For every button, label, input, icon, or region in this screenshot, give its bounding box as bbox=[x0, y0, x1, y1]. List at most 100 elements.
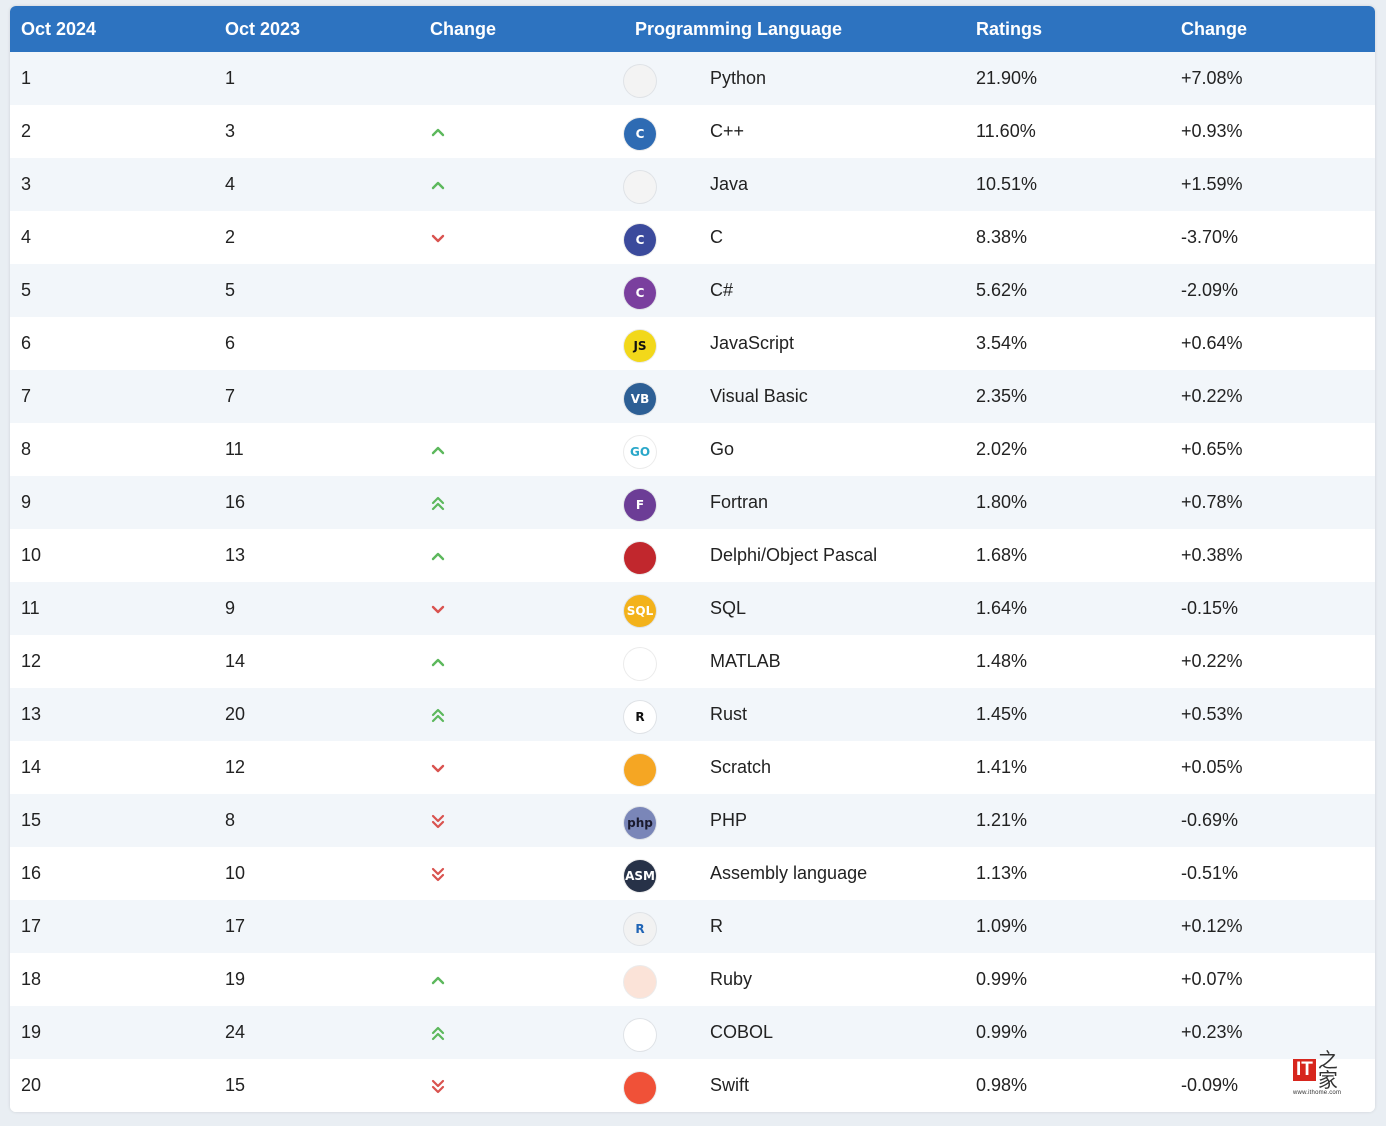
rating-value: 1.45% bbox=[976, 704, 1028, 724]
rating-change: +0.12% bbox=[1181, 916, 1243, 936]
arrow-up-icon bbox=[431, 659, 445, 667]
language-name[interactable]: Swift bbox=[710, 1075, 750, 1095]
double-arrow-up-icon bbox=[431, 497, 445, 511]
arrow-down-icon bbox=[431, 606, 445, 614]
rating-change: +1.59% bbox=[1181, 174, 1243, 194]
rank-change bbox=[419, 52, 624, 105]
ithome-logo: IT 之家 bbox=[1293, 1050, 1353, 1090]
c-icon: C bbox=[624, 223, 656, 256]
table-row: 19 24 COBOL 0.99% +0.23% bbox=[10, 1006, 1375, 1059]
header-change[interactable]: Change bbox=[430, 18, 497, 39]
language-name[interactable]: SQL bbox=[710, 598, 747, 618]
language-logo-cell bbox=[624, 953, 699, 1006]
language-name[interactable]: Ruby bbox=[710, 969, 753, 989]
header-programming-language[interactable]: Programming Language bbox=[635, 18, 843, 39]
rating-value: 1.41% bbox=[976, 757, 1028, 777]
csharp-icon: C bbox=[624, 276, 656, 309]
language-name[interactable]: COBOL bbox=[710, 1022, 774, 1042]
assembly-icon: ASM bbox=[624, 859, 656, 892]
language-name[interactable]: Scratch bbox=[710, 757, 772, 777]
language-logo-cell bbox=[624, 52, 699, 105]
rating-value: 1.13% bbox=[976, 863, 1028, 883]
language-name[interactable]: C++ bbox=[710, 121, 745, 141]
rank-change bbox=[419, 1006, 624, 1059]
javascript-icon: JS bbox=[624, 329, 656, 362]
rating-change: +0.65% bbox=[1181, 439, 1243, 459]
rank-previous: 2 bbox=[225, 227, 236, 247]
table-row: 20 15 Swift 0.98% -0.09% bbox=[10, 1059, 1375, 1112]
rank-change bbox=[419, 158, 624, 211]
language-logo-cell: VB bbox=[624, 370, 699, 423]
language-name[interactable]: Visual Basic bbox=[710, 386, 808, 406]
rating-value: 10.51% bbox=[976, 174, 1038, 194]
language-name[interactable]: MATLAB bbox=[710, 651, 781, 671]
rank-change bbox=[419, 1059, 624, 1112]
rank-previous: 24 bbox=[225, 1022, 246, 1042]
rating-change: +0.93% bbox=[1181, 121, 1243, 141]
language-name[interactable]: C# bbox=[710, 280, 734, 300]
double-arrow-up-icon bbox=[431, 1027, 445, 1041]
language-logo-cell: ASM bbox=[624, 847, 699, 900]
rating-value: 5.62% bbox=[976, 280, 1028, 300]
rank-change bbox=[419, 953, 624, 1006]
table-row: 13 20 R Rust 1.45% +0.53% bbox=[10, 688, 1375, 741]
language-name[interactable]: Java bbox=[710, 174, 749, 194]
header-oct-2024[interactable]: Oct 2024 bbox=[21, 18, 97, 39]
language-logo-cell: C bbox=[624, 264, 699, 317]
rank-current: 12 bbox=[21, 651, 42, 671]
rank-previous: 20 bbox=[225, 704, 246, 724]
rating-value: 1.80% bbox=[976, 492, 1028, 512]
scratch-icon bbox=[624, 753, 656, 786]
language-name[interactable]: Rust bbox=[710, 704, 748, 724]
language-name[interactable]: Assembly language bbox=[710, 863, 868, 883]
rank-current: 3 bbox=[21, 174, 32, 194]
arrow-up-icon bbox=[431, 182, 445, 190]
rating-change: -0.09% bbox=[1181, 1075, 1239, 1095]
rating-change: +0.05% bbox=[1181, 757, 1243, 777]
language-logo-cell: GO bbox=[624, 423, 699, 476]
rank-previous: 19 bbox=[225, 969, 246, 989]
language-name[interactable]: Go bbox=[710, 439, 735, 459]
go-icon: GO bbox=[624, 435, 656, 468]
rank-current: 2 bbox=[21, 121, 32, 141]
double-arrow-up-icon bbox=[431, 709, 445, 723]
rating-value: 3.54% bbox=[976, 333, 1028, 353]
header-ratings[interactable]: Ratings bbox=[976, 18, 1043, 39]
table-row: 7 7 VB Visual Basic 2.35% +0.22% bbox=[10, 370, 1375, 423]
rating-value: 1.21% bbox=[976, 810, 1028, 830]
language-name[interactable]: PHP bbox=[710, 810, 748, 830]
rank-change bbox=[419, 317, 624, 370]
rank-current: 14 bbox=[21, 757, 42, 777]
rank-previous: 6 bbox=[225, 333, 236, 353]
language-name[interactable]: Python bbox=[710, 68, 767, 88]
rating-change: +0.07% bbox=[1181, 969, 1243, 989]
language-name[interactable]: R bbox=[710, 916, 723, 936]
rank-current: 11 bbox=[21, 598, 40, 618]
rank-current: 7 bbox=[21, 386, 32, 406]
language-name[interactable]: JavaScript bbox=[710, 333, 795, 353]
rank-current: 4 bbox=[21, 227, 32, 247]
rank-previous: 10 bbox=[225, 863, 246, 883]
rating-value: 8.38% bbox=[976, 227, 1028, 247]
header-ratings-change[interactable]: Change bbox=[1181, 18, 1248, 39]
rank-previous: 14 bbox=[225, 651, 246, 671]
language-name[interactable]: C bbox=[710, 227, 723, 247]
rank-current: 15 bbox=[21, 810, 42, 830]
python-icon bbox=[624, 64, 656, 97]
rank-previous: 4 bbox=[225, 174, 236, 194]
rank-previous: 1 bbox=[225, 68, 236, 88]
rating-value: 1.68% bbox=[976, 545, 1028, 565]
header-oct-2023[interactable]: Oct 2023 bbox=[225, 18, 301, 39]
rank-previous: 17 bbox=[225, 916, 246, 936]
language-name[interactable]: Delphi/Object Pascal bbox=[710, 545, 878, 565]
rating-value: 2.02% bbox=[976, 439, 1028, 459]
language-name[interactable]: Fortran bbox=[710, 492, 769, 512]
rank-change bbox=[419, 105, 624, 158]
table-row: 4 2 C C 8.38% -3.70% bbox=[10, 211, 1375, 264]
language-logo-cell bbox=[624, 635, 699, 688]
arrow-down-icon bbox=[431, 765, 445, 773]
language-logo-cell: R bbox=[624, 900, 699, 953]
cpp-icon: C bbox=[624, 117, 656, 150]
rank-change bbox=[419, 847, 624, 900]
table-row: 5 5 C C# 5.62% -2.09% bbox=[10, 264, 1375, 317]
